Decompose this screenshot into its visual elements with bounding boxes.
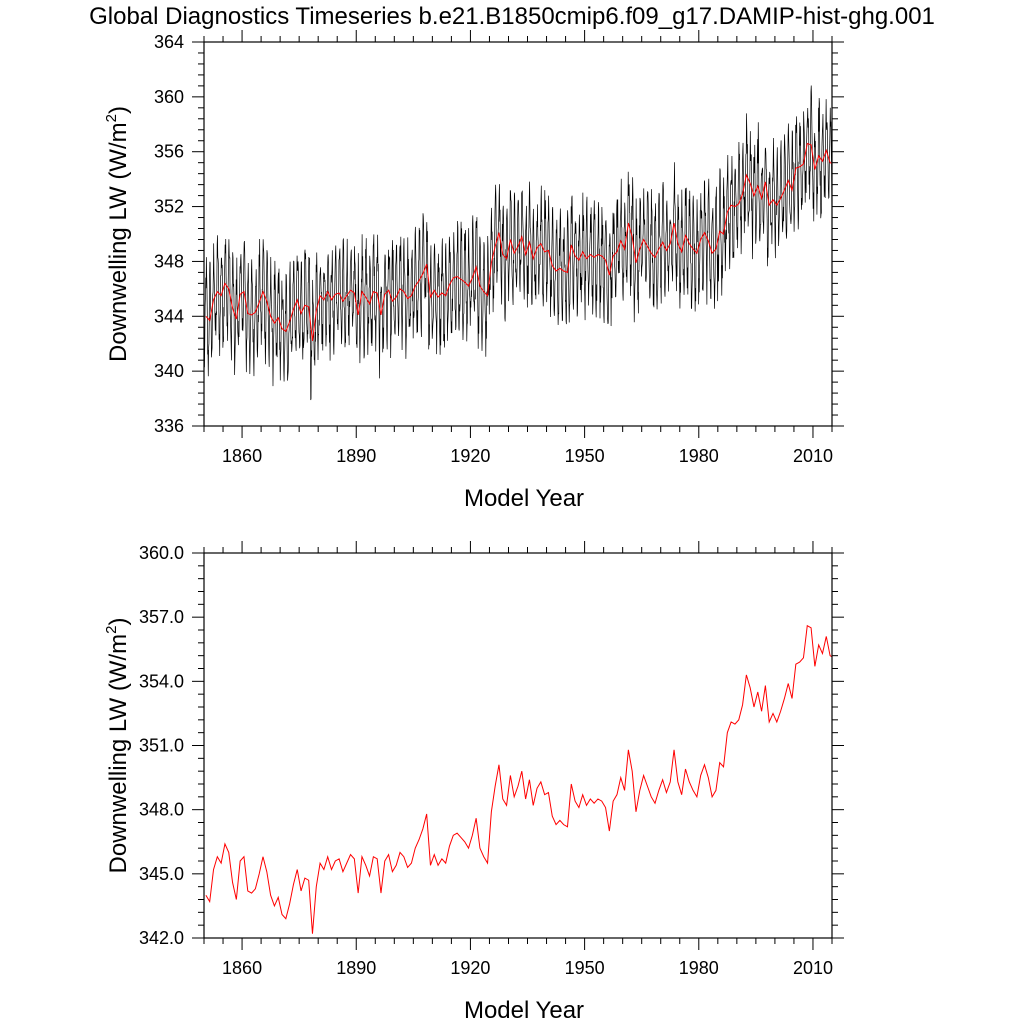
- annual-series-line: [205, 624, 832, 934]
- top-chart: 1860 1890 1920 1950 1980 2010 336 340 344 348 352 3…: [103, 30, 844, 512]
- x-tick-label: 1860: [222, 958, 262, 978]
- x-tick-label: 2010: [793, 446, 833, 466]
- x-axis-title: Model Year: [464, 997, 584, 1024]
- y-tick-label: 352: [154, 197, 184, 217]
- plot-frame: [203, 552, 833, 939]
- y-tick-label: 351.0: [139, 736, 184, 756]
- y-tick-label: 360: [154, 87, 184, 107]
- y-tick-label: 354.0: [139, 671, 184, 691]
- y-tick-label: 342.0: [139, 928, 184, 948]
- x-tick-label: 1950: [565, 958, 605, 978]
- x-tick-label: 1980: [679, 446, 719, 466]
- y-tick-label: 348: [154, 251, 184, 271]
- monthly-series-line: [204, 85, 832, 401]
- plot-frame: [203, 41, 833, 427]
- annual-series-line: [205, 142, 832, 342]
- y-tick-label: 356: [154, 142, 184, 162]
- y-axis-title: Downwelling LW (W/m2): [103, 618, 132, 874]
- y-axis-title: Downwelling LW (W/m2): [103, 106, 132, 362]
- y-tick-label: 348.0: [139, 800, 184, 820]
- y-tick-label: 357.0: [139, 607, 184, 627]
- y-tick-label: 344: [154, 306, 184, 326]
- y-tick-label: 345.0: [139, 864, 184, 884]
- axis-ticks: [192, 541, 844, 950]
- plot-area: [204, 85, 832, 401]
- plot-area: [205, 624, 832, 934]
- x-tick-label: 2010: [793, 958, 833, 978]
- y-tick-label: 340: [154, 361, 184, 381]
- x-tick-label: 1890: [336, 446, 376, 466]
- x-tick-label: 1980: [679, 958, 719, 978]
- bottom-chart: 1860 1890 1920 1950 1980 2010 342.0 345.0 348.0 3…: [103, 541, 844, 1024]
- x-tick-label: 1920: [450, 446, 490, 466]
- x-tick-label: 1890: [336, 958, 376, 978]
- x-tick-label: 1950: [565, 446, 605, 466]
- x-tick-label: 1860: [222, 446, 262, 466]
- y-tick-label: 360.0: [139, 543, 184, 563]
- y-tick-label: 336: [154, 416, 184, 436]
- x-axis-title: Model Year: [464, 485, 584, 512]
- figure-title: Global Diagnostics Timeseries b.e21.B185…: [89, 3, 935, 30]
- x-tick-label: 1920: [450, 958, 490, 978]
- y-tick-label: 364: [154, 32, 184, 52]
- axis-ticks: [192, 30, 844, 438]
